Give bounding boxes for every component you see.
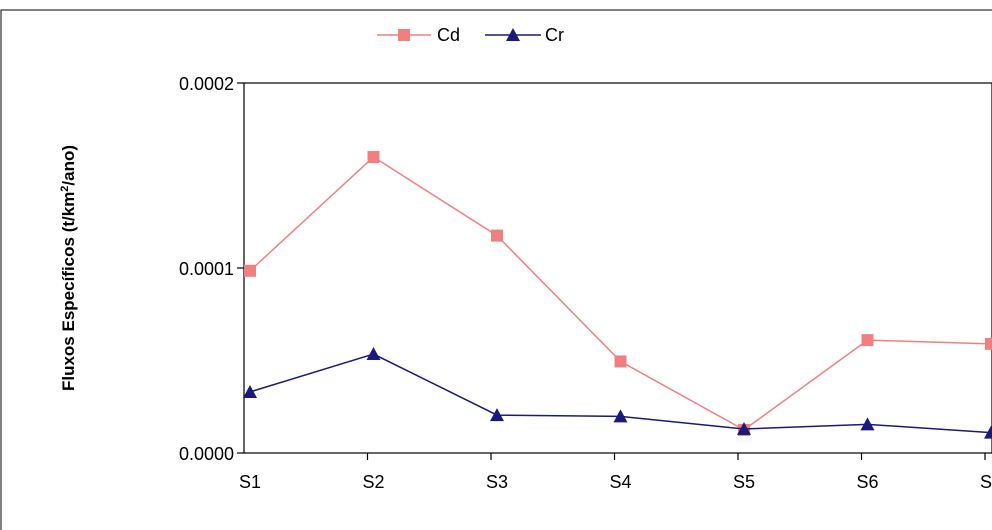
series-cr-point <box>490 408 504 422</box>
x-tick-label-s7: S7 <box>980 472 992 492</box>
chart-border <box>0 9 992 530</box>
y-tick-label: 0.0002 <box>179 74 234 94</box>
y-axis: 0.0000 0.0001 0.0002 <box>179 74 244 464</box>
x-tick-label-s3: S3 <box>486 472 508 492</box>
legend-cr-marker <box>506 28 520 41</box>
series-cd-point <box>367 151 380 163</box>
series-cd-line <box>249 156 992 431</box>
plot-area <box>243 82 992 454</box>
y-axis-title-end: /ano) <box>59 145 78 186</box>
series-cd-point <box>861 334 874 347</box>
x-tick-label-s6: S6 <box>856 472 878 492</box>
y-axis-title-superscript: 2 <box>59 186 71 192</box>
series-cr-point <box>366 347 381 361</box>
series-cr-point <box>613 409 628 423</box>
series-cr-point <box>243 384 257 398</box>
y-axis-title: Fluxos Específicos (t/km2/ano) <box>59 145 78 391</box>
series-cr-point <box>984 425 992 439</box>
y-tick-label: 0.0001 <box>179 259 234 279</box>
y-axis-title-main: Fluxos Específicos (t/km <box>59 192 78 391</box>
legend: Cd Cr <box>377 25 564 45</box>
series-cd-point <box>614 355 627 368</box>
series-cr-point <box>860 417 875 431</box>
legend-cr-label: Cr <box>545 25 564 45</box>
legend-item-cd: Cd <box>377 25 460 45</box>
y-tick-label: 0.0000 <box>179 444 234 464</box>
x-tick-label-s2: S2 <box>362 472 384 492</box>
series-cd-point <box>985 337 992 350</box>
series-cd-point <box>491 229 503 242</box>
series-cr-point <box>737 421 751 435</box>
legend-item-cr: Cr <box>485 25 564 45</box>
series-layer <box>243 151 992 439</box>
x-tick-label-s5: S5 <box>733 472 755 492</box>
series-cd-point <box>244 264 256 277</box>
x-tick-label-s1: S1 <box>239 472 261 492</box>
x-axis: S1 S2 S3 S4 S5 S6 S7 <box>239 453 992 492</box>
x-tick-label-s4: S4 <box>609 472 631 492</box>
legend-cd-marker <box>398 29 410 41</box>
legend-cd-label: Cd <box>437 25 460 45</box>
